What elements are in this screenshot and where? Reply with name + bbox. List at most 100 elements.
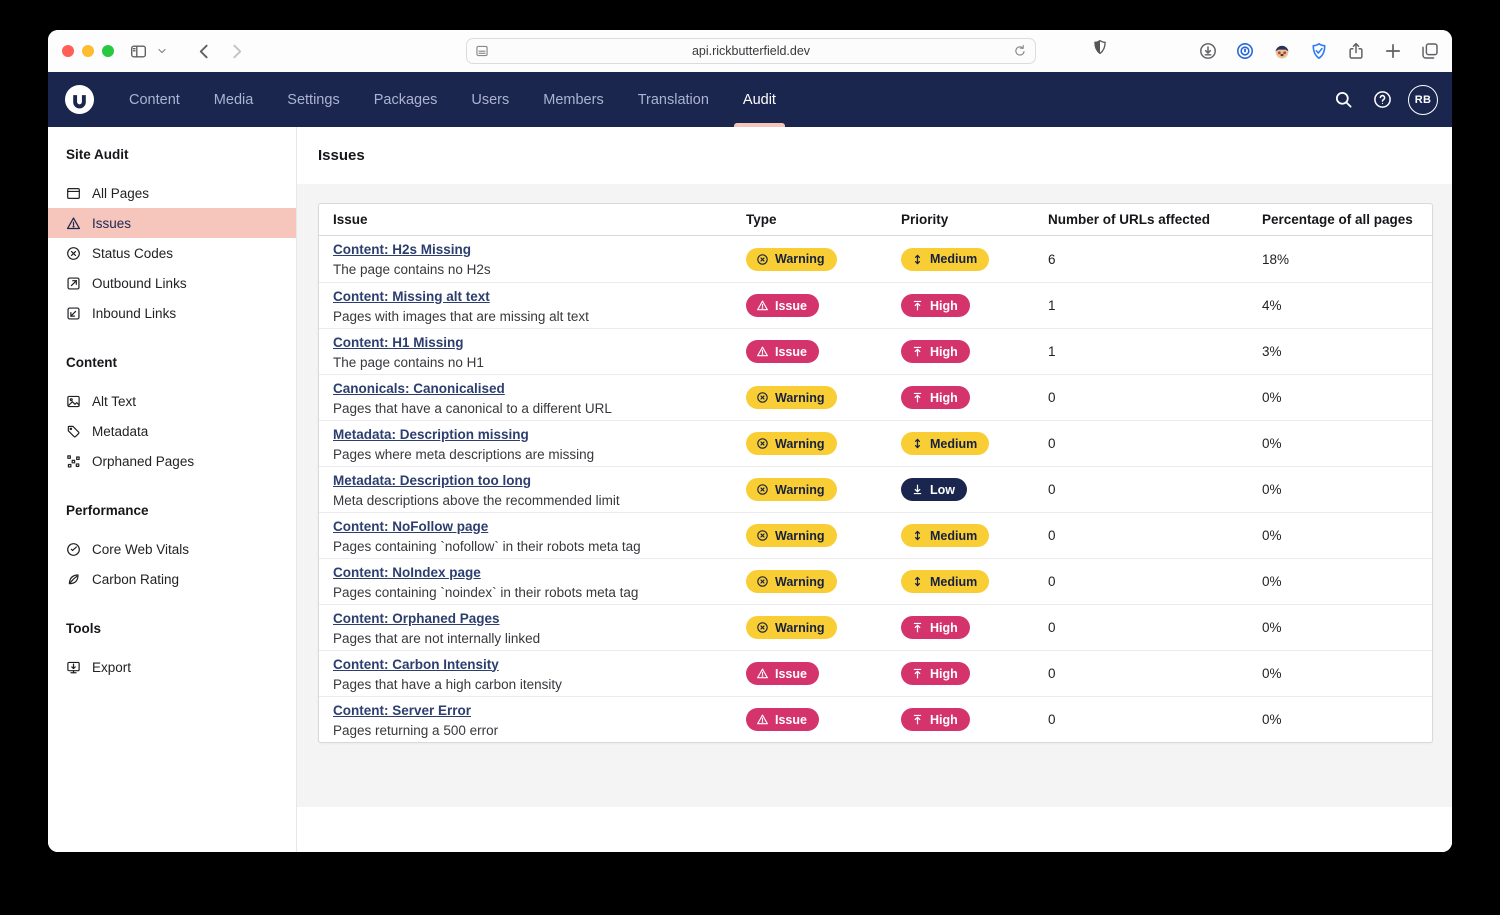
onepassword-icon[interactable] (1233, 39, 1257, 63)
sidebar-item-outbound-links[interactable]: Outbound Links (48, 268, 296, 298)
tab-packages[interactable]: Packages (357, 72, 455, 127)
table-row: Canonicals: Canonicalised Pages that have… (319, 374, 1432, 420)
sidebar-item-carbon-rating[interactable]: Carbon Rating (48, 564, 296, 594)
badge-label: High (930, 620, 958, 635)
sidebar-item-status-codes[interactable]: Status Codes (48, 238, 296, 268)
share-icon[interactable] (1344, 39, 1368, 63)
extension-icon[interactable] (1270, 39, 1294, 63)
priority-cell: Medium (887, 247, 1034, 271)
issue-link[interactable]: Content: H2s Missing (333, 242, 472, 257)
reader-icon[interactable] (475, 44, 489, 58)
b-triangle-icon (756, 713, 769, 726)
tab-label: Users (471, 91, 510, 108)
new-tab-icon[interactable] (1381, 39, 1405, 63)
issue-link[interactable]: Content: Orphaned Pages (333, 610, 500, 626)
address-bar[interactable]: api.rickbutterfield.dev (466, 38, 1036, 64)
outbound-icon (66, 276, 81, 291)
sidebar-item-issues[interactable]: Issues (48, 208, 296, 238)
tab-label: Settings (287, 91, 340, 108)
percentage-cell: 0% (1262, 528, 1282, 543)
downloads-icon[interactable] (1196, 39, 1220, 63)
back-icon[interactable] (192, 39, 216, 63)
umbraco-logo[interactable] (64, 84, 95, 115)
sidebar-heading: Tools (66, 621, 101, 636)
warning-badge: Warning (746, 524, 837, 547)
issue-link[interactable]: Content: Missing alt text (333, 288, 490, 304)
tab-label: Members (543, 91, 604, 108)
table-row: Metadata: Description missing Pages where… (319, 420, 1432, 466)
tab-settings[interactable]: Settings (270, 72, 356, 127)
zoom-window-button[interactable] (102, 45, 114, 57)
percentage-cell: 0% (1262, 574, 1282, 589)
issue-cell: Content: H2s Missing The page contains no… (319, 241, 732, 277)
help-icon[interactable] (1369, 87, 1395, 113)
issue-link[interactable]: Metadata: Description missing (333, 426, 529, 442)
issue-link[interactable]: Content: H1 Missing (333, 334, 464, 350)
table-row: Content: Orphaned Pages Pages that are no… (319, 604, 1432, 650)
sidebar-item-label: Outbound Links (92, 275, 187, 291)
badge-label: Issue (775, 298, 807, 313)
issue-link[interactable]: Content: NoIndex page (333, 564, 481, 580)
tab-audit[interactable]: Audit (726, 72, 793, 127)
tag-icon (66, 424, 81, 439)
browser-toolbar: api.rickbutterfield.dev (48, 30, 1452, 72)
tab-label: Packages (373, 91, 438, 108)
issue-link[interactable]: Metadata: Description too long (333, 472, 532, 488)
issue-link[interactable]: Content: Carbon Intensity (333, 656, 499, 672)
sidebar-item-orphaned-pages[interactable]: Orphaned Pages (48, 446, 296, 476)
leaf-icon (66, 572, 81, 587)
b-upbar-icon (911, 345, 924, 358)
badge-label: High (930, 666, 958, 681)
section-tabs: Content Media Settings Packages Users Members… (112, 72, 793, 127)
medium-badge: Medium (901, 432, 990, 455)
tab-media[interactable]: Media (197, 72, 271, 127)
percentage-cell: 0% (1262, 666, 1282, 681)
warning-badge: Warning (746, 616, 837, 639)
sidebar-item-core-web-vitals[interactable]: Core Web Vitals (48, 534, 296, 564)
issue-link[interactable]: Content: NoFollow page (333, 518, 489, 534)
forward-icon[interactable] (224, 39, 248, 63)
adguard-icon[interactable] (1307, 39, 1331, 63)
b-circle-x-icon (756, 391, 769, 404)
issue-description: Pages that have a high carbon itensity (333, 676, 562, 692)
tab-members[interactable]: Members (526, 72, 620, 127)
issue-cell: Content: Carbon Intensity Pages that have… (319, 656, 732, 692)
badge-label: Warning (775, 528, 825, 543)
percentage-cell: 4% (1262, 298, 1282, 313)
sidebar-heading: Performance (66, 503, 149, 518)
b-updown-icon (911, 529, 924, 542)
percentage-cell: 0% (1262, 436, 1282, 451)
issue-cell: Content: Orphaned Pages Pages that are no… (319, 610, 732, 646)
sidebar-toggle-icon[interactable] (126, 39, 150, 63)
warning-badge: Warning (746, 247, 837, 271)
umbraco-top-nav: Content Media Settings Packages Users Members… (48, 72, 1452, 127)
sidebar-item-label: All Pages (92, 185, 150, 201)
column-header-issue: Issue (333, 212, 368, 227)
issue-link[interactable]: Canonicals: Canonicalised (333, 380, 505, 396)
issue-link[interactable]: Content: Server Error (333, 702, 472, 718)
sidebar-item-inbound-links[interactable]: Inbound Links (48, 298, 296, 328)
tab-content[interactable]: Content (112, 72, 197, 127)
tab-translation[interactable]: Translation (621, 72, 726, 127)
percentage-cell: 18% (1262, 251, 1290, 267)
sidebar-item-metadata[interactable]: Metadata (48, 416, 296, 446)
tab-users[interactable]: Users (454, 72, 526, 127)
close-window-button[interactable] (62, 45, 74, 57)
reload-icon[interactable] (1013, 44, 1027, 58)
page-title: Issues (318, 147, 365, 164)
sidebar-item-export[interactable]: Export (48, 652, 296, 682)
minimize-window-button[interactable] (82, 45, 94, 57)
priority-cell: Low (887, 478, 1034, 501)
table-row: Content: Server Error Pages returning a 5… (319, 696, 1432, 742)
type-cell: Warning (732, 524, 887, 547)
sidebar-item-alt-text[interactable]: Alt Text (48, 386, 296, 416)
chevron-down-icon[interactable] (150, 39, 174, 63)
privacy-shield-icon[interactable] (1092, 39, 1108, 60)
priority-cell: High (887, 386, 1034, 409)
search-icon[interactable] (1330, 87, 1356, 113)
user-avatar[interactable]: RB (1408, 84, 1438, 115)
tab-overview-icon[interactable] (1418, 39, 1442, 63)
sidebar-item-all-pages[interactable]: All Pages (48, 178, 296, 208)
badge-label: Warning (775, 436, 825, 451)
browser-window: api.rickbutterfield.dev (48, 30, 1452, 852)
